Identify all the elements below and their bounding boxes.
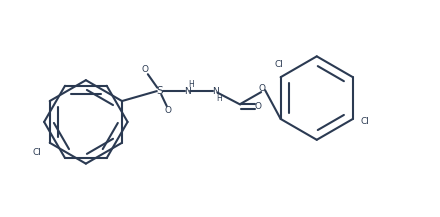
Text: N: N — [212, 87, 219, 96]
Text: Cl: Cl — [361, 117, 370, 127]
Text: Cl: Cl — [33, 148, 42, 157]
Text: N: N — [184, 87, 191, 96]
Text: S: S — [157, 86, 163, 96]
Text: Cl: Cl — [274, 60, 283, 69]
Text: O: O — [141, 65, 148, 74]
Text: O: O — [164, 107, 171, 115]
Text: H: H — [188, 80, 194, 89]
Text: O: O — [255, 102, 262, 110]
Text: H: H — [216, 94, 222, 103]
Text: O: O — [259, 84, 266, 93]
